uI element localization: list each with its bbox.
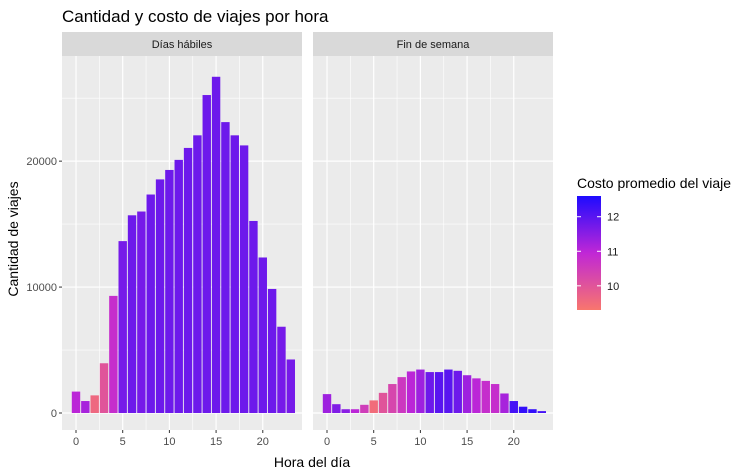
bar <box>127 215 137 413</box>
facet-strip-label: Fin de semana <box>397 39 471 51</box>
facet-panel: Fin de semana 0 5 10 15 20 <box>313 32 553 448</box>
bar <box>230 135 239 414</box>
bar <box>81 401 90 413</box>
bar <box>165 169 174 413</box>
bar <box>453 370 462 413</box>
legend-tick-label: 11 <box>607 246 618 258</box>
legend-ticks: 10 11 12 <box>577 212 619 293</box>
bar <box>71 391 81 413</box>
legend-tick-label: 12 <box>607 212 619 224</box>
bar <box>481 380 490 413</box>
x-tick-label: 5 <box>120 436 126 448</box>
bar <box>90 395 99 413</box>
bar <box>109 295 118 413</box>
bar <box>528 409 537 413</box>
bar <box>202 95 211 413</box>
bar <box>462 375 472 413</box>
bar <box>211 76 221 414</box>
bar <box>137 211 146 413</box>
panel-background <box>313 56 553 430</box>
y-tick-label: 20000 <box>26 156 57 168</box>
x-tick-label: 10 <box>163 436 175 448</box>
facet-strip <box>62 32 302 56</box>
facet-panel: Días hábiles 0 5 10 15 20 0 10000 20000 <box>26 32 302 448</box>
y-axis-title: Cantidad de viajes <box>5 181 21 296</box>
x-tick-label: 0 <box>324 436 330 448</box>
bar <box>221 122 230 413</box>
chart-title: Cantidad y costo de viajes por hora <box>62 7 329 26</box>
facet-strip-label: Días hábiles <box>152 39 213 51</box>
bar <box>183 147 193 414</box>
bar <box>332 404 341 413</box>
bar <box>249 220 258 413</box>
y-tick-label: 10000 <box>26 282 57 294</box>
legend-tick-label: 10 <box>607 281 619 293</box>
x-axis-title: Hora del día <box>274 454 350 470</box>
x-tick-label: 15 <box>461 436 473 448</box>
bar <box>518 406 528 413</box>
bar <box>99 363 109 413</box>
facet-strip <box>313 32 553 56</box>
bar <box>322 394 332 413</box>
bar <box>277 326 286 413</box>
bar <box>174 159 183 413</box>
bar <box>360 404 369 413</box>
bar <box>239 145 249 413</box>
bar <box>193 135 202 414</box>
bar <box>258 257 267 413</box>
bar <box>146 194 155 413</box>
bar <box>444 369 453 413</box>
x-tick-label: 0 <box>73 436 79 448</box>
bar <box>397 377 406 413</box>
bar <box>490 384 500 413</box>
legend-title: Costo promedio del viaje <box>577 175 731 191</box>
bar <box>425 372 434 413</box>
legend: Costo promedio del viaje 10 11 12 <box>577 175 731 310</box>
x-tick-label: 20 <box>508 436 520 448</box>
bar <box>537 411 546 413</box>
bar <box>434 372 444 413</box>
bar <box>369 400 378 413</box>
x-tick-label: 5 <box>371 436 377 448</box>
x-tick-label: 10 <box>414 436 426 448</box>
bar <box>286 359 295 413</box>
bar <box>500 393 509 413</box>
bar <box>341 409 350 413</box>
facet-panels: Días hábiles 0 5 10 15 20 0 10000 20000 Fin de se… <box>26 32 553 448</box>
bar <box>155 179 165 413</box>
x-tick-label: 20 <box>257 436 269 448</box>
bar <box>416 369 425 413</box>
bar <box>509 401 518 413</box>
y-tick-label: 0 <box>51 408 57 420</box>
bar <box>350 409 360 413</box>
x-tick-label: 15 <box>210 436 222 448</box>
bar <box>378 392 388 413</box>
bar <box>472 378 481 413</box>
bar <box>406 371 416 413</box>
bar <box>267 288 277 413</box>
bar <box>118 241 127 413</box>
legend-colorbar <box>577 196 601 310</box>
bar <box>388 384 397 413</box>
